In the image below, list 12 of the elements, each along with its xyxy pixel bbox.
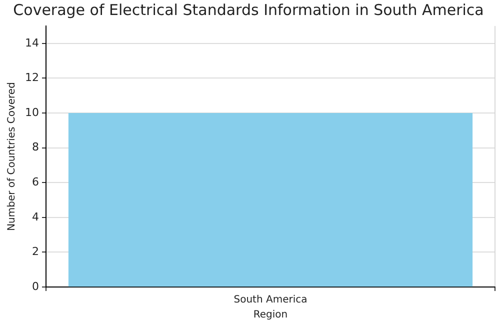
x-tick-label: South America <box>234 294 308 306</box>
y-tick-label: 4 <box>32 210 39 224</box>
y-tick-label: 6 <box>32 175 39 188</box>
chart-title: Coverage of Electrical Standards Information in South America <box>13 0 484 19</box>
x-axis-title: Region <box>253 310 288 321</box>
y-tick-label: 12 <box>24 71 39 84</box>
y-axis-title: Number of Countries Covered <box>6 82 18 231</box>
y-tick-label: 8 <box>32 140 39 154</box>
y-tick-label: 14 <box>24 36 39 50</box>
y-tick-label: 2 <box>32 245 39 258</box>
y-tick-label: 0 <box>32 280 39 293</box>
y-tick-label: 10 <box>24 106 39 119</box>
